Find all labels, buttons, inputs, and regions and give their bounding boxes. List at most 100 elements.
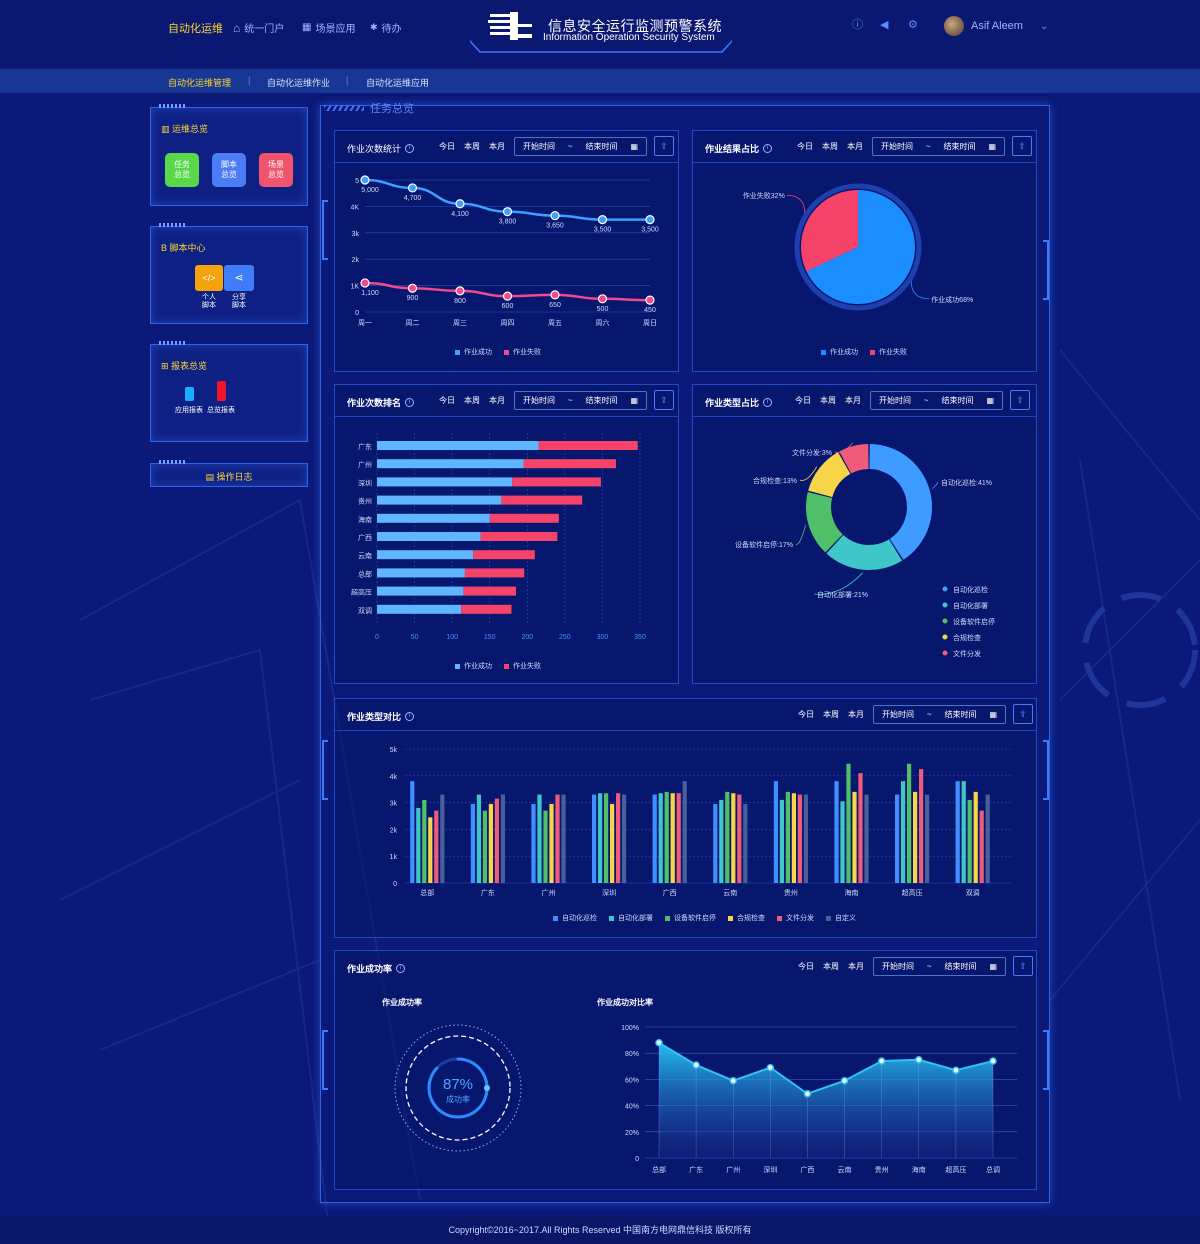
date-range-picker[interactable]: 开始时间 ~ 结束时间 ▦ [873, 956, 1006, 976]
x-tick-label: 150 [484, 634, 496, 641]
legend-item[interactable]: 作业成功 [455, 661, 492, 671]
tile-task-overview[interactable]: 任务 总览 [165, 153, 199, 187]
speaker-icon[interactable]: ◀ [880, 19, 889, 31]
export-button[interactable]: ⇪ [1012, 136, 1032, 156]
info-icon[interactable]: i [763, 398, 773, 407]
bar [476, 794, 481, 883]
subnav-ops-jobs[interactable]: 自动化运维作业 [267, 78, 331, 88]
filter-month[interactable]: 本月 [847, 141, 863, 151]
app-report-label: 应用报表 [175, 407, 203, 414]
filter-today[interactable]: 今日 [798, 961, 814, 971]
sidebar-operation-log[interactable]: ▤ 操作日志 [150, 460, 308, 487]
bar-segment [377, 441, 539, 450]
filter-week[interactable]: 本周 [464, 141, 480, 151]
filter-week[interactable]: 本周 [823, 709, 839, 719]
overview-report-button[interactable]: 总览报表 [203, 379, 239, 415]
legend-item[interactable]: 自动化巡检 [553, 913, 597, 923]
filter-today[interactable]: 今日 [798, 709, 814, 719]
legend-item[interactable]: 作业失败 [870, 347, 907, 357]
legend-item[interactable]: 作业成功 [455, 347, 492, 357]
user-menu[interactable]: Asif Aleem ⌄ [944, 16, 1048, 36]
bar [428, 817, 433, 883]
subnav-ops-management[interactable]: 自动化运维管理 [168, 78, 232, 88]
x-tick-label: 广州 [542, 888, 556, 897]
x-tick-label: 超高压 [945, 1165, 966, 1174]
filter-today[interactable]: 今日 [439, 395, 455, 405]
data-point [645, 214, 655, 225]
legend-item[interactable]: 文件分发 [777, 913, 814, 923]
export-button[interactable]: ⇪ [1013, 956, 1033, 976]
date-range-picker[interactable]: 开始时间 ~ 结束时间 ▦ [872, 136, 1005, 156]
personal-script-button[interactable]: </> 个人 脚本 [195, 265, 223, 310]
subnav-divider: | [346, 75, 349, 85]
legend-item[interactable]: 作业失败 [504, 661, 541, 671]
help-icon[interactable]: ⓘ [852, 19, 863, 31]
filter-week[interactable]: 本周 [464, 395, 480, 405]
legend-item[interactable]: 自定义 [826, 913, 856, 923]
panel-controls: 今日 本周 本月 开始时间 ~ 结束时间 ▦ ⇪ [798, 704, 1033, 724]
info-icon[interactable]: i [405, 712, 415, 721]
subnav-ops-apps[interactable]: 自动化运维应用 [366, 78, 430, 88]
info-icon[interactable]: i [763, 144, 773, 153]
legend-item[interactable]: 合规检查 [728, 913, 765, 923]
shared-script-button[interactable]: ⋖ 分享 脚本 [224, 265, 254, 310]
bar [482, 810, 487, 883]
export-button[interactable]: ⇪ [654, 390, 674, 410]
x-tick-label: 250 [559, 634, 571, 641]
date-range-picker[interactable]: 开始时间 ~ 结束时间 ▦ [514, 136, 647, 156]
app-report-button[interactable]: 应用报表 [171, 383, 207, 415]
filter-month[interactable]: 本月 [489, 395, 505, 405]
category-label: 云南 [358, 551, 372, 560]
y-tick-label: 2k [390, 827, 398, 834]
legend-item[interactable]: 作业失败 [504, 347, 541, 357]
filter-month[interactable]: 本月 [845, 395, 861, 405]
filter-week[interactable]: 本周 [822, 141, 838, 151]
export-button[interactable]: ⇪ [1013, 704, 1033, 724]
filter-today[interactable]: 今日 [439, 141, 455, 151]
settings-icon[interactable]: ⚙ [908, 19, 918, 31]
filter-month[interactable]: 本月 [489, 141, 505, 151]
info-icon[interactable]: i [405, 144, 415, 153]
bar [555, 794, 560, 883]
export-button[interactable]: ⇪ [1010, 390, 1030, 410]
panel-title: 作业次数排名 i [347, 396, 415, 409]
data-point [502, 207, 513, 217]
export-button[interactable]: ⇪ [654, 136, 674, 156]
sidebar-ops-overview: ▥ 运维总览 任务 总览 脚本 总览 场景 总览 [150, 104, 308, 206]
x-tick-label: 总调 [986, 1165, 1000, 1174]
data-point [455, 199, 465, 209]
info-icon[interactable]: i [405, 398, 415, 407]
legend-item[interactable]: 设备软件启停 [665, 913, 716, 923]
filter-today[interactable]: 今日 [795, 395, 811, 405]
system-subtitle: Information Operation Security System [543, 32, 715, 43]
legend-swatch [504, 663, 509, 669]
legend-label: 自动化巡检 [953, 585, 988, 594]
bar-chart-icon: ▥ [161, 124, 173, 134]
area-fill [659, 1042, 993, 1158]
date-range-picker[interactable]: 开始时间 ~ 结束时间 ▦ [514, 390, 647, 410]
legend-label: 作业失败 [513, 663, 541, 670]
data-label: 900 [407, 295, 419, 302]
nav-scenes[interactable]: ▦ 场景应用 [302, 20, 355, 35]
legend-item[interactable]: 自动化部署 [609, 913, 653, 923]
filter-month[interactable]: 本月 [848, 961, 864, 971]
panel-job-result: 作业结果占比 i 今日 本周 本月 开始时间 ~ 结束时间 ▦ ⇪ 作业成功68% 作业失… [692, 130, 1037, 372]
x-tick-label: 海南 [912, 1165, 926, 1174]
filter-week[interactable]: 本周 [823, 961, 839, 971]
data-point [407, 183, 418, 193]
info-icon[interactable]: i [396, 964, 406, 973]
filter-today[interactable]: 今日 [797, 141, 813, 151]
filter-month[interactable]: 本月 [848, 709, 864, 719]
pie-chart: 作业成功68% 作业失败32% [743, 183, 973, 311]
filter-week[interactable]: 本周 [820, 395, 836, 405]
nav-auto-ops[interactable]: 自动化运维 [168, 20, 223, 36]
bar [488, 803, 493, 883]
nav-todo[interactable]: ✱ 待办 [370, 20, 402, 35]
tile-script-overview[interactable]: 脚本 总览 [212, 153, 246, 187]
panel-success-rate: 作业成功率 i 今日 本周 本月 开始时间 ~ 结束时间 ▦ ⇪ 作业成功率 作业成功对… [334, 950, 1037, 1190]
nav-portal[interactable]: ⌂ 统一门户 [233, 20, 284, 36]
date-range-picker[interactable]: 开始时间 ~ 结束时间 ▦ [870, 390, 1003, 410]
date-range-picker[interactable]: 开始时间 ~ 结束时间 ▦ [873, 704, 1006, 724]
legend-item[interactable]: 作业成功 [821, 347, 858, 357]
tile-scene-overview[interactable]: 场景 总览 [259, 153, 293, 187]
